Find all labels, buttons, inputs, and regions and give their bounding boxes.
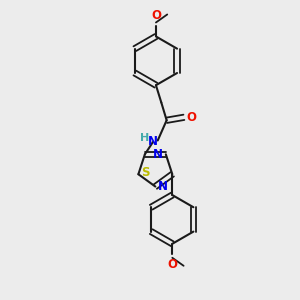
Text: O: O [151,10,161,22]
Text: O: O [186,111,196,124]
Text: N: N [153,148,163,161]
Text: N: N [158,180,168,193]
Text: S: S [141,166,150,179]
Text: O: O [167,258,177,271]
Text: N: N [148,136,158,148]
Text: H: H [140,133,149,143]
